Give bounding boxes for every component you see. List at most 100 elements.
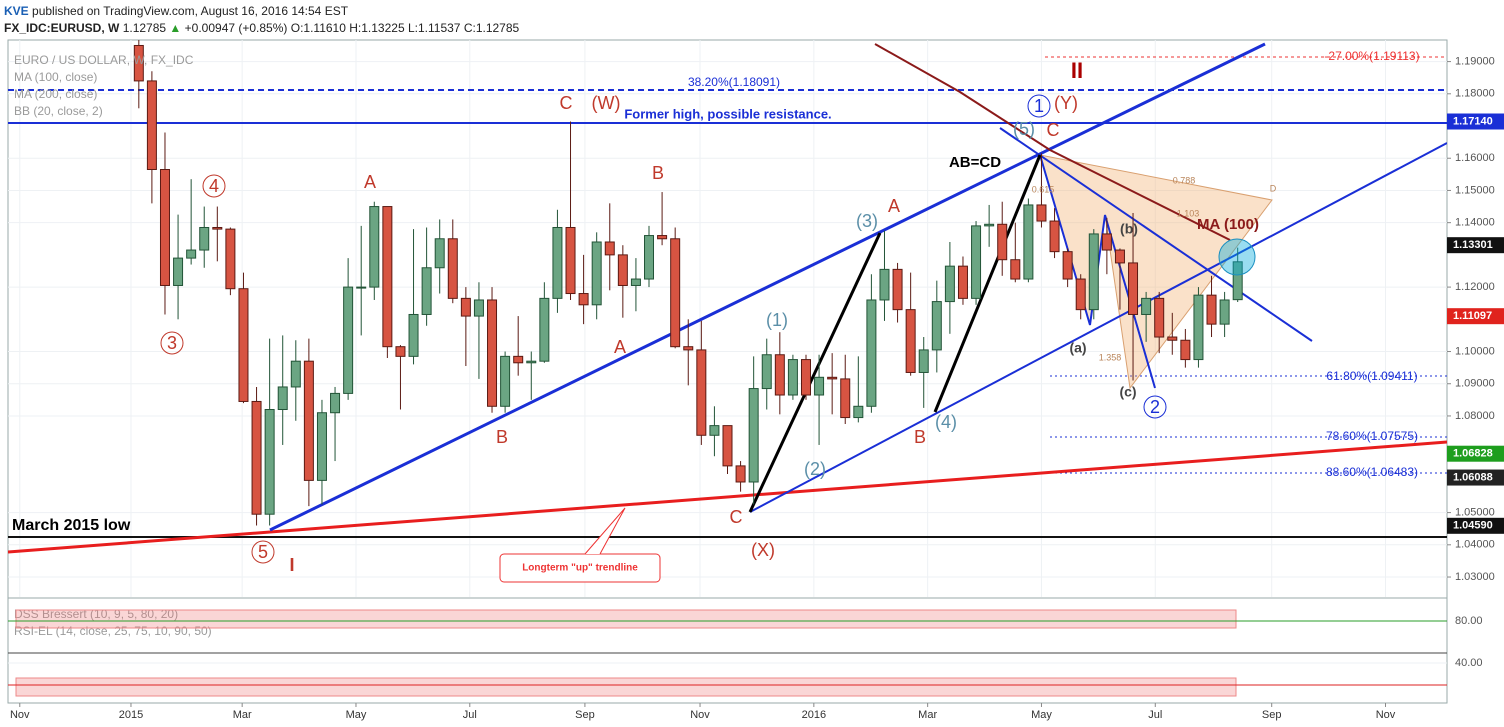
y-tick-label: 1.12000 [1455, 281, 1495, 293]
candle-body [892, 268, 903, 311]
candle-body [447, 238, 458, 299]
price-label: 1.11097 [1453, 310, 1492, 322]
pattern-ratio: 1.358 [1099, 352, 1122, 362]
candle-body [1167, 336, 1178, 341]
candle-body [382, 206, 393, 348]
wave-circle [202, 174, 226, 198]
candle-body [1114, 249, 1125, 264]
wave-label: 2 [1150, 397, 1160, 417]
ma-line [874, 43, 1231, 241]
x-tick-label: Sep [575, 709, 595, 721]
x-tick-label: 2015 [119, 709, 143, 721]
y-tick-label: 1.03000 [1455, 571, 1495, 583]
trendline [8, 440, 1447, 554]
x-tick-label: Mar [233, 709, 252, 721]
candle-body [918, 349, 929, 373]
price-label: 1.06828 [1453, 448, 1493, 460]
symbol-line: FX_IDC:EURUSD, W 1.12785 ▲ +0.00947 (+0.… [4, 20, 519, 37]
candle-body [957, 265, 968, 299]
low: L:1.11537 [407, 21, 461, 35]
fib-label: 78.60%(1.07575) [1326, 429, 1418, 443]
note: Longterm "up" trendline [522, 563, 638, 574]
y-tick-label: 1.10000 [1455, 345, 1495, 357]
x-tick-label: Nov [690, 709, 710, 721]
candle-body [853, 405, 864, 419]
wave-circle [251, 540, 275, 564]
wave-label: (5) [1013, 119, 1035, 139]
callout-pointer [584, 507, 626, 555]
candle-body [238, 288, 249, 402]
candle-body [552, 226, 563, 299]
price-label: 1.13301 [1453, 239, 1493, 251]
candle-body [199, 226, 210, 251]
candle-body [630, 278, 641, 286]
wave-label: C [560, 93, 573, 113]
candle-body [1036, 204, 1047, 222]
abcd-leg [933, 154, 1042, 413]
pattern-ratio: 1.103 [1177, 208, 1200, 218]
price-label: 1.17140 [1453, 115, 1493, 127]
candle-body [1101, 233, 1112, 251]
candle-body [186, 249, 197, 259]
abcd-leg [748, 232, 882, 513]
trendline [269, 42, 1266, 532]
candle-body [1180, 339, 1191, 361]
wave-label: A [364, 172, 376, 192]
candle-body [1128, 262, 1139, 315]
candle-body [905, 309, 916, 373]
pattern-ratio: 0.615 [1032, 184, 1055, 194]
y-tick-label: 1.14000 [1455, 217, 1495, 229]
candle-body [316, 412, 327, 481]
legend-title: EURO / US DOLLAR, W, FX_IDC [14, 53, 194, 67]
candle-body [683, 346, 694, 351]
x-tick-label: Mar [918, 709, 937, 721]
candle-body [971, 225, 982, 299]
trendline [749, 142, 1447, 513]
wave-circle [1143, 395, 1167, 419]
wave-label: 5 [258, 542, 268, 562]
note: March 2015 low [12, 517, 131, 534]
wave-label: A [888, 196, 900, 216]
header: KVE published on TradingView.com, August… [4, 3, 519, 37]
callout-box [499, 553, 661, 583]
wave-label: (c) [1119, 384, 1136, 400]
wave-label: C [1047, 120, 1060, 140]
publish-line: KVE published on TradingView.com, August… [4, 3, 519, 20]
candle-body [212, 226, 223, 230]
plot-frame [7, 39, 1448, 704]
candle-body [473, 299, 484, 317]
wave-label: II [1071, 58, 1083, 83]
candle-body [591, 241, 602, 306]
y-tick-label: 1.19000 [1455, 55, 1495, 67]
candle-body [277, 386, 288, 411]
legend-item: DSS Bressert (10, 9, 5, 80, 20) [14, 607, 178, 621]
candle-body [343, 286, 354, 394]
wave-label: (a) [1069, 340, 1086, 356]
y-tick-label: 1.09000 [1455, 378, 1495, 390]
last: 1.12785 [122, 21, 167, 35]
candle-body [800, 359, 811, 396]
y-tick-label: 1.04000 [1455, 539, 1495, 551]
candle-body [1206, 294, 1217, 325]
fib-label: 61.80%(1.09411) [1326, 369, 1417, 383]
candle-body [133, 44, 144, 82]
fib-label: 88.60%(1.06483) [1326, 465, 1418, 479]
high: H:1.13225 [349, 21, 405, 35]
candle-body [173, 257, 184, 286]
wave-label: (4) [935, 412, 957, 432]
candle-body [565, 226, 576, 295]
legend-item: BB (20, close, 2) [14, 104, 103, 118]
candle-body [330, 392, 341, 414]
candle-body [500, 355, 511, 407]
wave-label: B [914, 427, 926, 447]
x-tick-label: Sep [1262, 709, 1282, 721]
candle-body [866, 299, 877, 407]
candle-body [657, 235, 668, 240]
wave-label: 3 [167, 333, 177, 353]
candle-body [434, 238, 445, 269]
note: AB=CD [949, 154, 1001, 171]
candle-body [251, 400, 262, 515]
wave-label: A [614, 337, 626, 357]
candle-body [670, 238, 681, 348]
candle-body [644, 235, 655, 280]
